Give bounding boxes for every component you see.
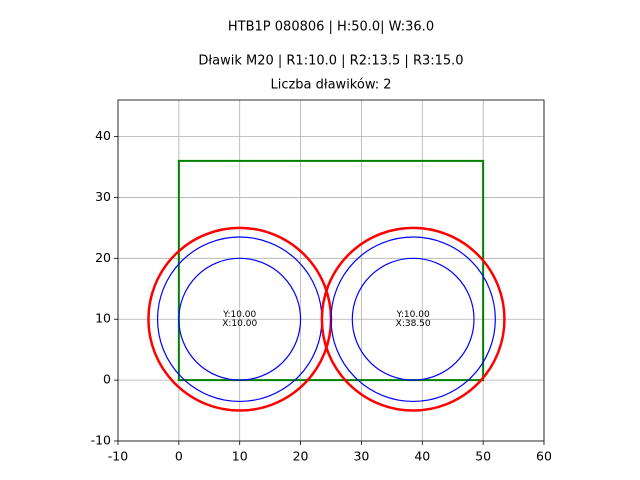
x-tick-label: 40 xyxy=(414,449,430,464)
x-tick-label: 0 xyxy=(175,449,183,464)
chart-title: Liczba dławików: 2 xyxy=(270,78,391,93)
x-tick-label: 60 xyxy=(536,449,552,464)
y-tick-label: -10 xyxy=(91,433,111,448)
annotation: X:10.00 xyxy=(222,319,257,329)
x-tick-label: 30 xyxy=(353,449,369,464)
annotation: X:38.50 xyxy=(396,319,431,329)
x-tick-label: 50 xyxy=(475,449,491,464)
annotation: Y:10.00 xyxy=(222,310,256,320)
circle xyxy=(320,226,506,412)
y-tick-label: 0 xyxy=(103,372,111,387)
y-tick-label: 20 xyxy=(95,250,111,265)
x-tick-label: 20 xyxy=(293,449,309,464)
annotation: Y:10.00 xyxy=(396,310,430,320)
y-tick-label: 10 xyxy=(95,311,111,326)
circle xyxy=(178,257,302,381)
circle xyxy=(351,257,475,381)
rectangle xyxy=(177,159,485,382)
chart-title: Dławik M20 | R1:10.0 | R2:13.5 | R3:15.0 xyxy=(198,54,463,69)
circle xyxy=(330,236,496,403)
y-tick-label: 40 xyxy=(95,128,111,143)
x-tick-label: -10 xyxy=(108,449,128,464)
y-tick-label: 30 xyxy=(95,189,111,204)
chart-title: HTB1P 080806 | H:50.0| W:36.0 xyxy=(228,20,434,35)
x-tick-label: 10 xyxy=(232,449,248,464)
axes-frame xyxy=(117,99,545,442)
